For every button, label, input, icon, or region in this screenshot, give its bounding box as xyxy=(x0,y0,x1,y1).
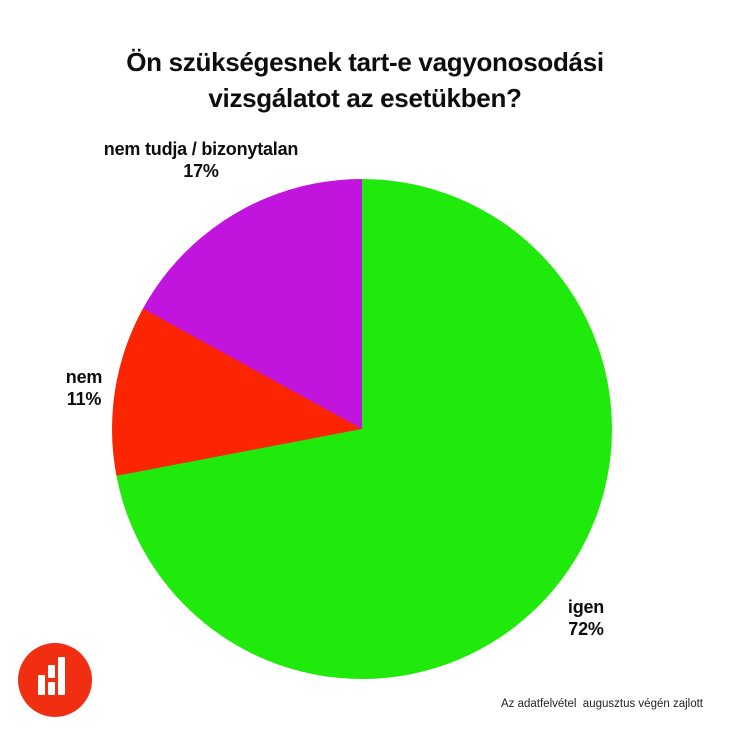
slice-label-text: nem xyxy=(65,367,103,387)
slice-percent-value: 72% xyxy=(568,619,604,639)
bar-chart-icon-bar-middle-bottom xyxy=(48,682,55,695)
slice-label-nem: nem 11% xyxy=(34,366,134,410)
bar-chart-icon-bar-middle-top xyxy=(48,665,55,678)
slice-label-text: igen xyxy=(567,597,605,617)
chart-title: Ön szükségesnek tart-e vagyonosodási vizs… xyxy=(0,44,730,116)
slice-label-text: nem tudja / bizonytalan xyxy=(103,139,299,159)
chart-title-line2: vizsgálatot az esetükben? xyxy=(208,83,522,113)
slice-label-igen: igen 72% xyxy=(536,596,636,640)
slice-percent-value: 11% xyxy=(66,389,102,409)
data-collection-note: Az adatfelvétel augusztus végén zajlott xyxy=(500,698,703,710)
slice-percent-value: 17% xyxy=(183,161,219,181)
slice-label-nem-tudja-bizonytalan: nem tudja / bizonytalan 17% xyxy=(71,138,331,182)
brand-logo xyxy=(18,643,92,717)
chart-title-line1: Ön szükségesnek tart-e vagyonosodási xyxy=(126,47,604,77)
bar-chart-icon-bar-tall xyxy=(58,657,65,695)
pie-chart xyxy=(112,179,612,679)
bar-chart-icon-bar-short xyxy=(38,675,45,695)
